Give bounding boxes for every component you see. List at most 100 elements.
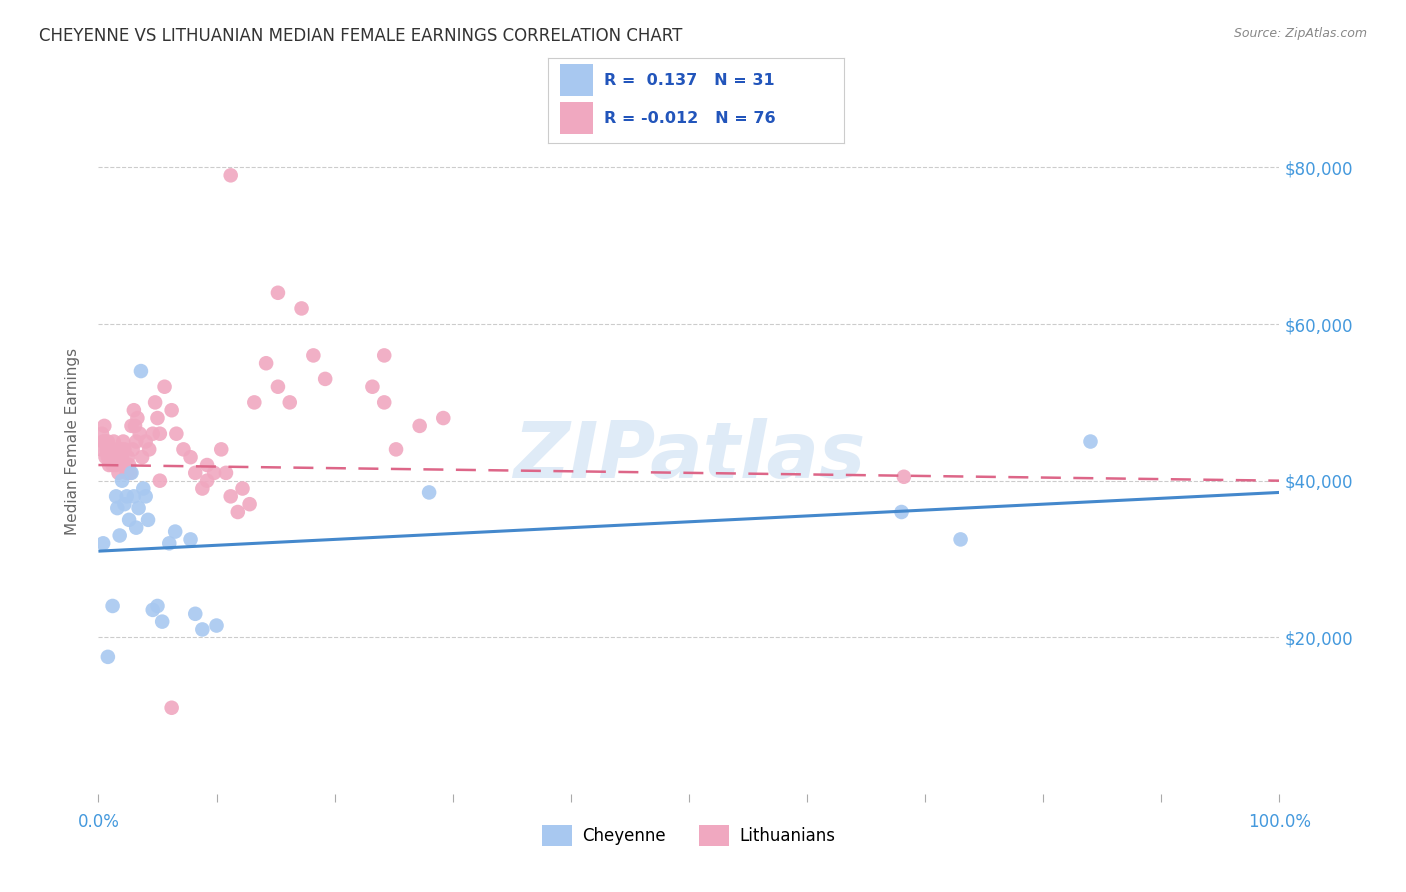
Point: [125, 521, 148, 535]
Bar: [560, 102, 593, 134]
Point: [108, 450, 131, 465]
Point: [121, 466, 143, 480]
Point: [118, 513, 141, 527]
Point: [91, 536, 114, 550]
Point: [146, 599, 169, 613]
Text: R = -0.012   N = 76: R = -0.012 N = 76: [605, 111, 776, 126]
Point: [219, 169, 242, 183]
Point: [90, 442, 112, 457]
Point: [115, 489, 138, 503]
Point: [153, 380, 176, 394]
Point: [184, 466, 207, 480]
Point: [432, 411, 454, 425]
Point: [107, 466, 129, 480]
Point: [205, 618, 228, 632]
Point: [115, 466, 138, 480]
Point: [149, 426, 172, 441]
Point: [122, 489, 145, 503]
Point: [219, 489, 242, 503]
Point: [121, 442, 143, 457]
Point: [111, 450, 134, 465]
Legend: Cheyenne, Lithuanians: Cheyenne, Lithuanians: [536, 819, 842, 853]
Point: [209, 442, 232, 457]
Point: [267, 380, 290, 394]
Point: [105, 458, 128, 472]
Point: [146, 411, 169, 425]
Point: [105, 442, 128, 457]
Point: [418, 485, 440, 500]
Point: [91, 426, 114, 441]
Point: [131, 450, 153, 465]
Point: [93, 418, 115, 433]
Point: [157, 536, 180, 550]
Point: [180, 533, 202, 547]
Point: [385, 442, 408, 457]
Point: [180, 450, 202, 465]
Point: [1080, 434, 1102, 449]
Point: [267, 285, 290, 300]
Text: CHEYENNE VS LITHUANIAN MEDIAN FEMALE EARNINGS CORRELATION CHART: CHEYENNE VS LITHUANIAN MEDIAN FEMALE EAR…: [39, 27, 683, 45]
Point: [105, 489, 128, 503]
Text: ZIPatlas: ZIPatlas: [513, 417, 865, 493]
Point: [110, 442, 132, 457]
Point: [114, 458, 136, 472]
Point: [91, 434, 114, 449]
Point: [165, 426, 187, 441]
Point: [122, 403, 145, 417]
Point: [172, 442, 194, 457]
Point: [120, 466, 142, 480]
Point: [890, 505, 912, 519]
Point: [215, 466, 238, 480]
Point: [239, 497, 262, 511]
Point: [150, 615, 173, 629]
Point: [160, 403, 183, 417]
Point: [97, 434, 120, 449]
Point: [98, 442, 121, 457]
Point: [125, 434, 148, 449]
Point: [254, 356, 277, 370]
Point: [105, 501, 128, 516]
Point: [949, 533, 972, 547]
Point: [202, 466, 225, 480]
Point: [129, 364, 152, 378]
Point: [165, 524, 187, 539]
Point: [302, 348, 325, 362]
Point: [128, 426, 150, 441]
Point: [142, 426, 165, 441]
Point: [100, 450, 122, 465]
Point: [112, 434, 135, 449]
Bar: [560, 64, 593, 96]
Point: [373, 395, 395, 409]
Point: [191, 482, 214, 496]
Point: [408, 418, 430, 433]
Point: [112, 497, 135, 511]
Point: [195, 474, 218, 488]
Point: [226, 505, 249, 519]
Point: [314, 372, 336, 386]
Point: [112, 442, 135, 457]
Point: [127, 411, 149, 425]
Point: [135, 434, 157, 449]
Point: [111, 474, 134, 488]
Point: [108, 528, 131, 542]
Point: [278, 395, 301, 409]
Point: [101, 458, 124, 472]
Point: [128, 501, 150, 516]
Point: [373, 348, 395, 362]
Point: [104, 450, 127, 465]
Point: [361, 380, 384, 394]
Point: [98, 458, 121, 472]
Y-axis label: Median Female Earnings: Median Female Earnings: [65, 348, 80, 535]
Point: [132, 482, 155, 496]
Text: R =  0.137   N = 31: R = 0.137 N = 31: [605, 72, 775, 87]
Point: [290, 301, 312, 316]
Point: [121, 418, 143, 433]
Point: [94, 450, 117, 465]
Point: [142, 603, 165, 617]
Text: Source: ZipAtlas.com: Source: ZipAtlas.com: [1233, 27, 1367, 40]
Point: [243, 395, 266, 409]
Point: [191, 623, 214, 637]
Point: [184, 607, 207, 621]
Point: [149, 474, 172, 488]
Point: [143, 395, 166, 409]
